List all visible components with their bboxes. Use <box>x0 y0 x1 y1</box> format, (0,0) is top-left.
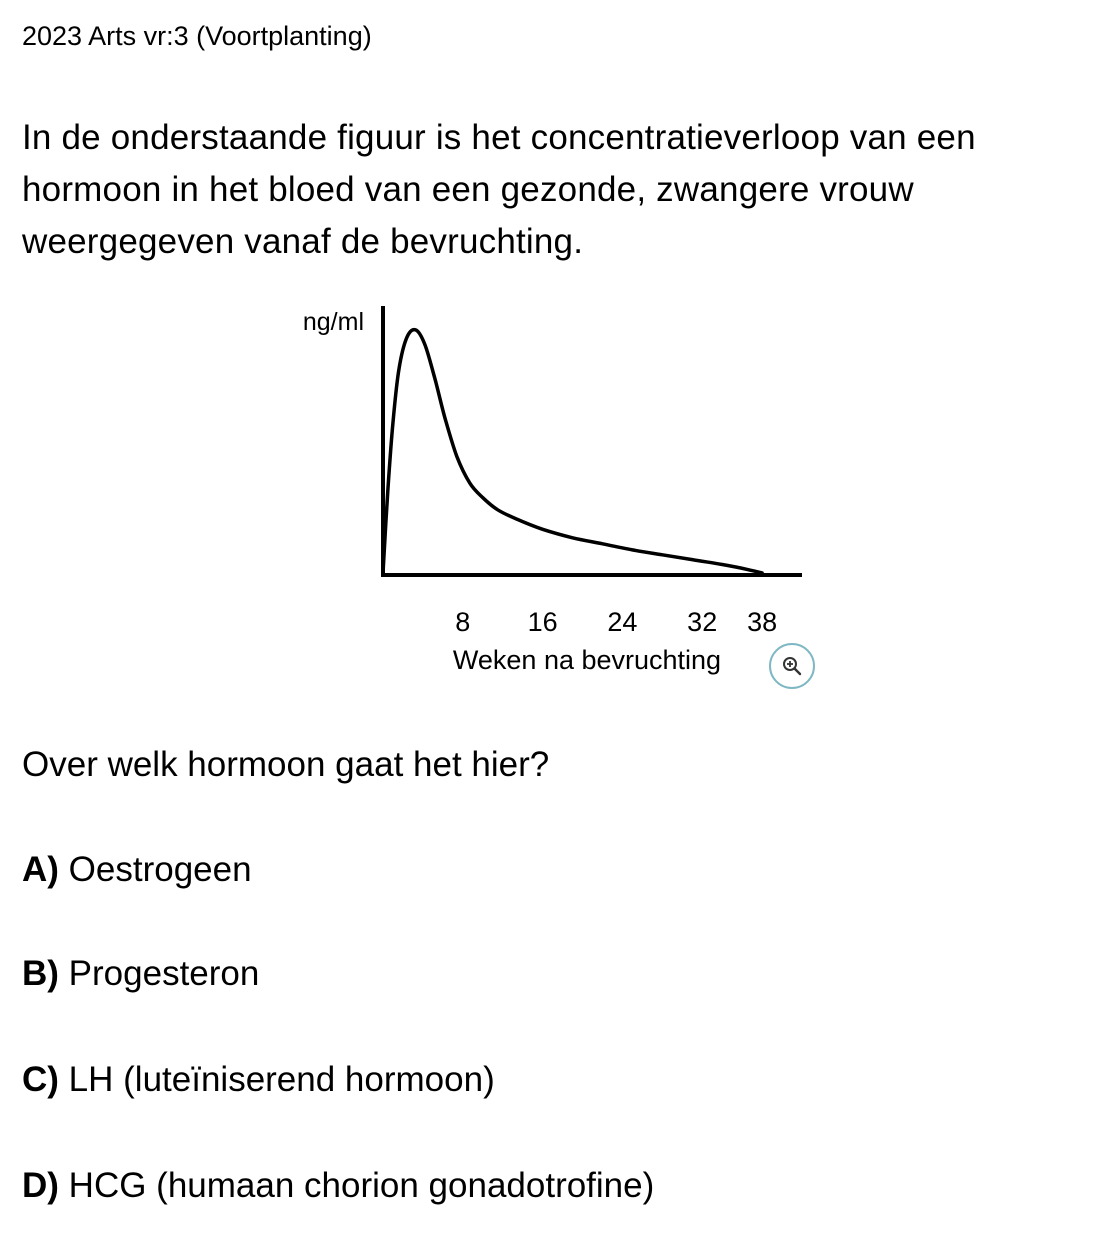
option-c[interactable]: C) LH (luteïniserend hormoon) <box>22 1055 495 1105</box>
x-tick-label: 16 <box>528 607 558 637</box>
option-letter: A) <box>22 850 59 889</box>
option-letter: D) <box>22 1166 59 1205</box>
hormone-figure: ng/ml 8 16 24 32 38 Weken na bevruchting <box>303 306 802 675</box>
x-tick-label: 8 <box>455 607 470 637</box>
intro-line: weergegeven vanaf de bevruchting. <box>22 222 584 261</box>
option-letter: B) <box>22 954 59 993</box>
intro-line: hormoon in het bloed van een gezonde, zw… <box>22 170 914 209</box>
zoom-button[interactable] <box>769 643 815 689</box>
intro-line: In de onderstaande figuur is het concent… <box>22 118 976 157</box>
question-intro: In de onderstaande figuur is het concent… <box>22 112 1102 268</box>
concentration-chart: ng/ml 8 16 24 32 38 Weken na bevruchting <box>303 306 802 675</box>
option-a[interactable]: A) Oestrogeen <box>22 845 252 895</box>
option-text: LH (luteïniserend hormoon) <box>68 1060 495 1099</box>
option-d[interactable]: D) HCG (humaan chorion gonadotrofine) <box>22 1161 654 1211</box>
x-tick-label: 32 <box>687 607 717 637</box>
option-text: Progesteron <box>68 954 260 993</box>
x-axis-label: Weken na bevruchting <box>453 645 721 675</box>
page-title: 2023 Arts vr:3 (Voortplanting) <box>22 21 372 51</box>
y-axis-label: ng/ml <box>303 308 364 336</box>
question-text: Over welk hormoon gaat het hier? <box>22 745 550 784</box>
option-text: Oestrogeen <box>68 850 252 889</box>
option-text: HCG (humaan chorion gonadotrofine) <box>68 1166 655 1205</box>
zoom-in-icon <box>783 657 802 676</box>
option-b[interactable]: B) Progesteron <box>22 949 259 999</box>
x-tick-labels: 8 16 24 32 38 <box>455 607 777 637</box>
x-tick-label: 38 <box>747 607 777 637</box>
x-tick-label: 24 <box>607 607 637 637</box>
option-letter: C) <box>22 1060 59 1099</box>
concentration-curve <box>381 327 764 575</box>
